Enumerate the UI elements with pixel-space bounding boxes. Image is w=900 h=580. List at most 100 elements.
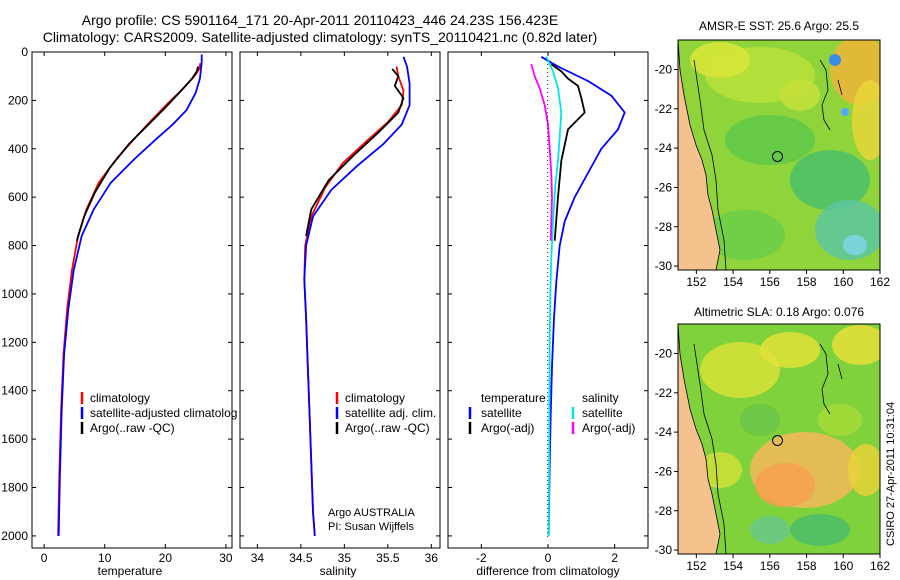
- map-y-tick-label: -20: [655, 62, 673, 76]
- map-y-tick-label: -28: [655, 504, 673, 518]
- float-marker: [772, 435, 783, 446]
- map-y-tick-label: -26: [655, 464, 673, 478]
- map-x-tick-label: 158: [797, 275, 817, 289]
- sst-map: [678, 40, 880, 270]
- temperature-xlabel: temperature: [98, 564, 163, 578]
- temperature-axes: [31, 51, 233, 549]
- shelf-contour: [693, 59, 727, 270]
- series-line-argo-raw-qc-: [305, 68, 405, 237]
- legend-label: Argo(-adj): [582, 421, 635, 435]
- y-tick-label: 600: [8, 190, 28, 204]
- map-y-tick-label: -26: [655, 180, 673, 194]
- field-patch: [725, 115, 815, 165]
- x-tick-label: 36: [425, 551, 439, 565]
- map-x-tick-label: 152: [686, 275, 706, 289]
- field-patch: [848, 444, 880, 496]
- salinity-legend: climatology satellite adj. clim. Argo(..…: [335, 391, 436, 435]
- legend-label: satellite: [481, 406, 522, 420]
- y-tick-label: 200: [8, 93, 28, 107]
- legend-label: temperature: [481, 391, 546, 405]
- map-x-tick-label: 162: [870, 559, 890, 573]
- series-line-temperature-satellite: [540, 56, 626, 536]
- field-patch: [700, 342, 780, 398]
- map-y-tick-label: -30: [655, 543, 673, 557]
- series-line-argo-raw-qc-: [75, 66, 199, 241]
- series-line-climatology: [57, 62, 202, 536]
- map-x-tick-label: 154: [723, 275, 743, 289]
- temperature-legend: climatology satellite-adjusted climatolo…: [80, 391, 237, 435]
- x-tick-label: 10: [98, 551, 112, 565]
- field-patch: [832, 325, 880, 365]
- x-tick-label: 30: [219, 551, 233, 565]
- field-patch: [843, 235, 867, 255]
- legend-label: salinity: [582, 391, 619, 405]
- map-y-tick-label: -22: [655, 102, 673, 116]
- field-patch: [690, 42, 750, 78]
- sla-map-title: Altimetric SLA: 0.18 Argo: 0.076: [694, 305, 864, 319]
- legend-label: Argo(..raw -QC): [90, 421, 175, 435]
- map-x-tick-label: 154: [723, 559, 743, 573]
- series-line-satellite-adj-clim-: [303, 56, 411, 536]
- sla-map: [678, 324, 880, 554]
- pi-label: PI: Susan Wijffels: [328, 521, 414, 533]
- x-tick-label: 34: [251, 551, 265, 565]
- map-x-tick-label: 156: [760, 275, 780, 289]
- map-y-tick-label: -24: [655, 141, 673, 155]
- legend-label: satellite-adjusted climatolog: [90, 406, 237, 420]
- float-owner-label: Argo AUSTRALIA: [328, 507, 415, 519]
- field-patch: [760, 332, 820, 368]
- legend-label: satellite: [582, 406, 623, 420]
- map-x-tick-label: 158: [797, 559, 817, 573]
- field-patch: [790, 514, 850, 546]
- x-tick-label: -2: [476, 551, 487, 565]
- land-mass: [678, 40, 721, 270]
- salinity-axes: [239, 51, 441, 549]
- field-patch: [698, 452, 742, 488]
- map-y-tick-label: -28: [655, 220, 673, 234]
- shelf-contour: [693, 343, 727, 554]
- map-x-tick-label: 160: [833, 275, 853, 289]
- y-tick-label: 2000: [1, 529, 28, 543]
- y-tick-label: 1000: [1, 287, 28, 301]
- legend-label: Argo(..raw -QC): [345, 421, 430, 435]
- series-line-temperature-argo-adj-: [550, 63, 586, 241]
- y-tick-label: 0: [21, 45, 28, 59]
- field-patch: [841, 108, 849, 116]
- legend-label: Argo(-adj): [481, 421, 534, 435]
- map-y-tick-label: -24: [655, 425, 673, 439]
- field-patch: [818, 404, 862, 436]
- sst-map-title: AMSR-E SST: 25.6 Argo: 25.5: [699, 19, 859, 33]
- difference-legend: temperature satellite Argo(-adj) salinit…: [468, 391, 635, 435]
- field-patch: [750, 516, 790, 544]
- series-line-salinity-satellite: [545, 56, 563, 536]
- plot-title-line-1: Argo profile: CS 5901164_171 20-Apr-2011…: [81, 12, 559, 28]
- x-tick-label: 35: [338, 551, 352, 565]
- series-line-satellite-adjusted-climatolog: [57, 54, 203, 536]
- field-patch: [829, 54, 841, 66]
- legend-label: climatology: [345, 391, 405, 405]
- y-tick-label: 1800: [1, 481, 28, 495]
- legend-label: climatology: [90, 391, 150, 405]
- plot-title-line-2: Climatology: CARS2009. Satellite-adjuste…: [42, 29, 598, 45]
- map-x-tick-label: 156: [760, 559, 780, 573]
- difference-xlabel: difference from climatology: [476, 564, 619, 578]
- map-x-tick-label: 162: [870, 275, 890, 289]
- x-tick-label: 2: [611, 551, 618, 565]
- map-x-tick-label: 152: [686, 559, 706, 573]
- map-x-tick-label: 160: [833, 559, 853, 573]
- x-tick-label: 34.5: [289, 551, 313, 565]
- legend-label: satellite adj. clim.: [345, 406, 436, 420]
- x-tick-label: 35.5: [376, 551, 400, 565]
- salinity-xlabel: salinity: [320, 564, 357, 578]
- reef-contour: [819, 343, 843, 415]
- series-line-climatology: [303, 66, 405, 536]
- field-patch: [755, 463, 815, 507]
- field-patch: [740, 404, 780, 436]
- field-patch: [790, 150, 870, 210]
- y-tick-label: 400: [8, 142, 28, 156]
- x-tick-label: 20: [159, 551, 173, 565]
- reef-contour: [819, 59, 843, 131]
- field-patch: [852, 80, 880, 160]
- y-tick-label: 1200: [1, 335, 28, 349]
